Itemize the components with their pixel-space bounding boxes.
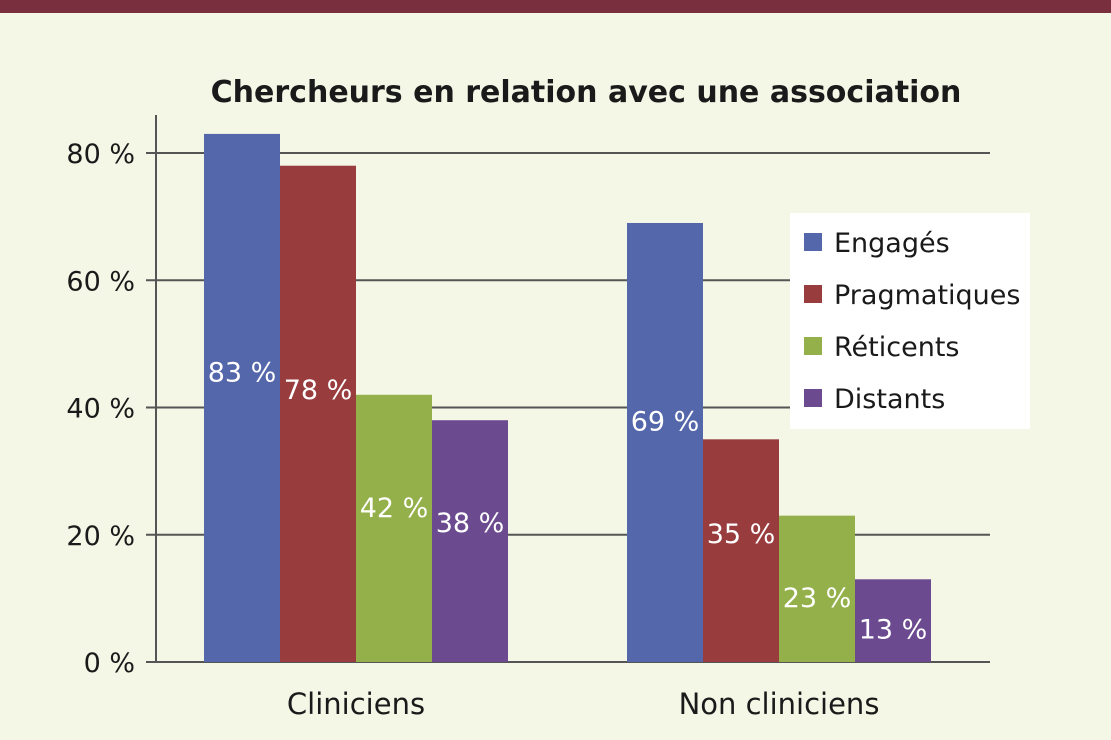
bar-pragmatiques-non-cliniciens: [703, 439, 779, 662]
y-tick-label: 0 %: [84, 648, 135, 679]
legend-label: Pragmatiques: [834, 280, 1020, 311]
data-label: 13 %: [859, 615, 928, 646]
data-label: 35 %: [707, 519, 776, 550]
category-label: Cliniciens: [287, 687, 425, 721]
bars: [204, 133, 931, 663]
chart-title: Chercheurs en relation avec une associat…: [211, 75, 962, 110]
legend-swatch-pragmatiques: [804, 285, 822, 303]
legend-label: Distants: [834, 384, 945, 415]
data-label: 83 %: [208, 358, 277, 389]
legend: Engagés Pragmatiques Réticents Distants: [790, 213, 1030, 429]
data-label: 23 %: [783, 583, 852, 614]
data-label: 78 %: [284, 375, 353, 406]
data-label: 38 %: [436, 508, 505, 539]
bar-engagés-cliniciens: [204, 133, 280, 663]
legend-box: [790, 213, 1030, 429]
legend-swatch-distants: [804, 389, 822, 407]
category-labels: Cliniciens Non cliniciens: [287, 687, 880, 721]
y-tick-label: 40 %: [66, 394, 135, 425]
bar-distants-non-cliniciens: [855, 579, 931, 662]
bar-engagés-non-cliniciens: [627, 222, 703, 663]
axes: 0 % 20 % 40 % 60 % 80 %: [66, 115, 990, 679]
bar-distants-cliniciens: [432, 420, 508, 662]
top-accent-bar: [0, 0, 1111, 13]
bar-pragmatiques-cliniciens: [280, 165, 356, 662]
category-label: Non cliniciens: [679, 687, 880, 721]
data-label: 42 %: [360, 493, 429, 524]
legend-swatch-engagés: [804, 233, 822, 251]
y-tick-label: 60 %: [66, 266, 135, 297]
bar-réticents-cliniciens: [356, 394, 432, 662]
legend-label: Réticents: [834, 332, 959, 363]
legend-label: Engagés: [834, 228, 950, 259]
legend-swatch-réticents: [804, 337, 822, 355]
y-tick-label: 20 %: [66, 521, 135, 552]
y-tick-label: 80 %: [66, 139, 135, 170]
data-label: 69 %: [631, 407, 700, 438]
bar-réticents-non-cliniciens: [779, 515, 855, 662]
data-labels: 83 %78 % 42 % 38 % 69 % 35 % 23 %13 %: [208, 358, 928, 646]
